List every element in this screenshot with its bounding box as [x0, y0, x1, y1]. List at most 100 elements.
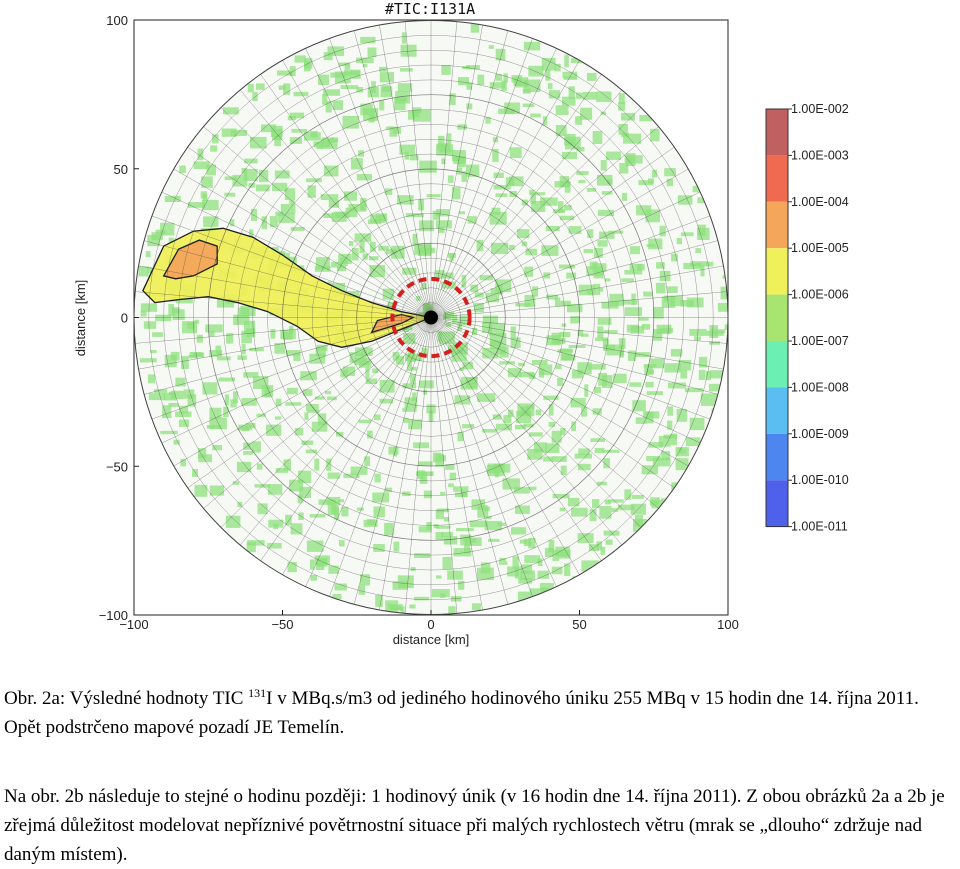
background-cell	[324, 165, 339, 177]
background-cell	[492, 414, 502, 420]
grid-ray	[203, 317, 432, 509]
background-cell	[328, 199, 340, 208]
background-cell	[372, 492, 389, 503]
background-cell	[482, 347, 499, 359]
background-cell	[567, 497, 580, 507]
background-cell	[179, 165, 186, 174]
background-cell	[273, 523, 279, 530]
background-cell	[147, 374, 156, 384]
background-cell	[294, 55, 306, 63]
background-cell	[349, 241, 354, 247]
background-cell	[289, 66, 296, 77]
background-cell	[261, 216, 267, 230]
background-cell	[646, 391, 663, 396]
background-cell	[521, 241, 528, 247]
background-cell	[315, 347, 327, 357]
background-cell	[589, 261, 598, 269]
grid-ray	[430, 317, 689, 467]
background-cell	[495, 279, 512, 293]
background-cell	[244, 320, 256, 334]
background-cell	[594, 447, 605, 454]
background-cell	[412, 107, 422, 114]
background-cell	[283, 459, 292, 471]
background-cell	[327, 396, 337, 401]
background-cell	[641, 324, 650, 330]
background-cell	[570, 58, 586, 64]
background-cell	[679, 449, 687, 454]
background-cell	[389, 126, 398, 137]
background-cell	[462, 361, 474, 370]
chart-title: #TIC:I131A	[385, 0, 475, 18]
background-cell	[515, 505, 530, 514]
background-cell	[459, 367, 465, 371]
y-tick-label: 100	[106, 13, 128, 28]
background-cell	[558, 201, 564, 213]
colorbar-label: 1.00E-011	[791, 520, 848, 534]
background-cell	[544, 547, 555, 557]
grid-ray	[144, 240, 432, 318]
grid-ray	[430, 317, 701, 444]
background-cell	[608, 230, 624, 234]
background-cell	[326, 458, 332, 471]
background-cell	[278, 212, 295, 223]
background-cell	[499, 361, 515, 365]
background-cell	[527, 448, 543, 460]
background-cell	[388, 446, 399, 455]
background-cell	[327, 281, 332, 286]
background-cell	[454, 395, 471, 405]
background-cell	[254, 484, 271, 488]
background-cell	[418, 461, 433, 466]
background-cell	[306, 178, 322, 183]
background-cell	[418, 526, 432, 533]
background-cell	[552, 549, 559, 561]
background-cell	[509, 176, 524, 187]
background-cell	[196, 334, 203, 343]
background-cell	[548, 404, 554, 416]
background-cell	[439, 491, 446, 495]
background-cell	[680, 300, 694, 307]
background-cell	[306, 404, 319, 411]
x-tick-label: −50	[271, 617, 293, 632]
y-axis-label: distance [km]	[73, 280, 88, 357]
background-cell	[592, 408, 602, 415]
background-cell	[426, 194, 441, 198]
grid-ray	[430, 317, 659, 509]
background-cell	[656, 262, 665, 269]
background-cell	[618, 123, 628, 135]
background-cell	[586, 72, 597, 81]
background-cell	[275, 468, 289, 473]
background-cell	[507, 566, 519, 577]
background-cell	[650, 497, 660, 506]
background-cell	[370, 214, 386, 223]
background-cell	[664, 168, 676, 177]
background-cell	[669, 295, 683, 307]
grid-ray	[187, 146, 432, 318]
background-cell	[327, 504, 339, 516]
background-cell	[445, 322, 452, 327]
background-cell	[310, 131, 318, 138]
background-cell	[697, 197, 704, 204]
background-cell	[154, 389, 168, 393]
grid-ray	[138, 265, 432, 318]
background-cell	[548, 540, 555, 553]
background-cell	[206, 425, 222, 429]
grid-ray	[305, 48, 432, 318]
background-cell	[449, 93, 456, 106]
background-cell	[700, 393, 719, 406]
x-tick-label: 50	[572, 617, 586, 632]
colorbar-swatch	[766, 109, 788, 156]
colorbar-label: 1.00E-003	[791, 148, 849, 162]
background-cell	[546, 225, 560, 232]
background-cell	[572, 576, 583, 582]
colorbar-label: 1.00E-005	[791, 241, 849, 255]
background-cell	[543, 395, 559, 400]
background-cell	[202, 193, 208, 201]
background-cell	[356, 174, 372, 181]
background-cell	[477, 393, 496, 402]
background-cell	[225, 515, 241, 528]
background-cell	[435, 270, 445, 279]
background-cell	[395, 91, 411, 104]
background-cell	[493, 463, 511, 473]
grid-ray	[430, 317, 509, 605]
y-tick-label: −50	[106, 459, 128, 474]
